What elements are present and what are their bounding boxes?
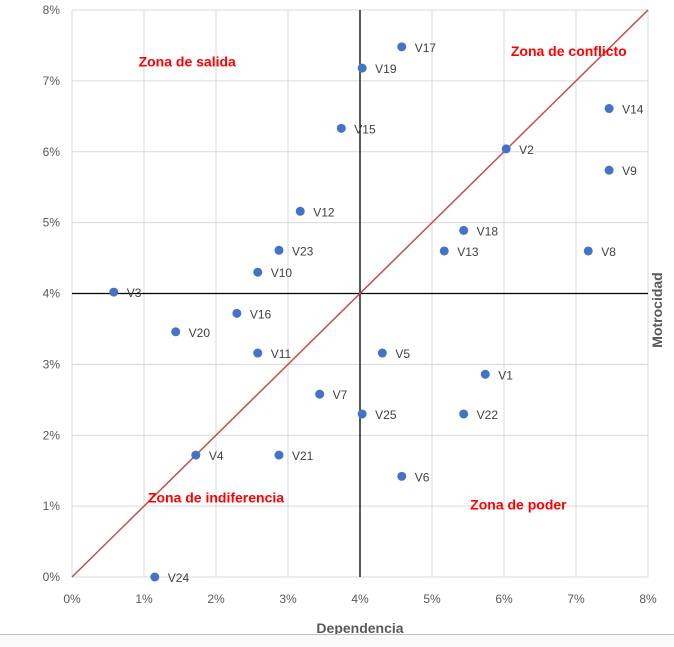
x-axis-title: Dependencia <box>316 620 403 636</box>
data-label: V13 <box>457 245 479 259</box>
x-tick-label: 3% <box>279 592 297 606</box>
x-tick-label: 0% <box>63 592 81 606</box>
data-point <box>501 144 511 154</box>
y-tick-label: 5% <box>43 216 61 230</box>
zone-labels: Zona de salida Zona de conflicto Zona de i… <box>139 43 627 513</box>
x-tick-label: 8% <box>639 592 657 606</box>
data-point <box>397 471 407 481</box>
data-point <box>171 327 181 337</box>
data-label: V21 <box>292 449 314 463</box>
data-label: V12 <box>313 205 335 219</box>
x-tick-label: 4% <box>351 592 369 606</box>
data-point <box>150 572 160 582</box>
reference-lines <box>71 9 649 578</box>
data-label: V6 <box>415 470 430 484</box>
data-label: V7 <box>333 388 348 402</box>
y-tick-label: 6% <box>43 145 61 159</box>
zone-label: Zona de conflicto <box>511 43 627 59</box>
y-tick-label: 8% <box>43 3 61 17</box>
data-label: V25 <box>375 408 397 422</box>
data-label: V14 <box>622 103 644 117</box>
data-point <box>604 104 614 114</box>
y-tick-label: 0% <box>43 570 61 584</box>
data-point <box>191 450 201 460</box>
zone-label: Zona de poder <box>470 497 567 513</box>
data-label: V18 <box>477 224 499 238</box>
x-tick-label: 5% <box>423 592 441 606</box>
data-label: V1 <box>498 368 513 382</box>
data-label: V5 <box>395 347 410 361</box>
zone-label: Zona de indiferencia <box>148 490 284 506</box>
y-axis-title: Motrocidad <box>649 272 665 347</box>
data-point <box>459 409 469 419</box>
data-label: V11 <box>271 347 292 361</box>
data-label: V22 <box>477 408 499 422</box>
data-point <box>377 348 387 358</box>
y-tick-label: 7% <box>43 74 61 88</box>
data-label: V16 <box>250 307 272 321</box>
data-point <box>397 42 407 52</box>
data-label: V24 <box>168 571 190 585</box>
data-point <box>274 450 284 460</box>
data-label: V9 <box>622 164 637 178</box>
x-tick-label: 7% <box>567 592 585 606</box>
data-point <box>253 348 263 358</box>
data-point <box>357 63 367 73</box>
data-label: V23 <box>292 244 314 258</box>
data-point <box>253 267 263 277</box>
data-label: V19 <box>375 62 397 76</box>
data-label: V17 <box>415 41 437 55</box>
data-point <box>295 206 305 216</box>
data-label: V15 <box>354 122 376 136</box>
data-point <box>604 165 614 175</box>
data-point <box>232 308 242 318</box>
data-label: V2 <box>519 143 534 157</box>
data-point <box>439 246 449 256</box>
bottom-strip <box>0 634 674 647</box>
x-tick-label: 1% <box>135 592 153 606</box>
data-point <box>480 369 490 379</box>
y-tick-label: 1% <box>43 499 61 513</box>
data-label: V20 <box>189 326 211 340</box>
x-tick-label: 2% <box>207 592 225 606</box>
y-tick-label: 3% <box>43 357 61 371</box>
data-point <box>109 287 119 297</box>
data-point <box>315 389 325 399</box>
zone-label: Zona de salida <box>139 54 236 70</box>
data-point <box>357 409 367 419</box>
data-point <box>583 246 593 256</box>
data-point <box>336 123 346 133</box>
data-point <box>274 245 284 255</box>
data-point <box>459 225 469 235</box>
data-points: V1 V2 V3 V4 V5 V6 V7 V8 V9 V10 V11 V12 V13 V14 V15 V16 V… <box>109 41 644 585</box>
x-tick-label: 6% <box>495 592 513 606</box>
y-tick-label: 4% <box>43 287 61 301</box>
y-tick-label: 2% <box>43 428 61 442</box>
data-label: V3 <box>127 286 142 300</box>
data-label: V10 <box>271 266 293 280</box>
tick-labels: 0% 1% 2% 3% 4% 5% 6% 7% 8% 0% 1% 2% 3% 4% 5% 6% 7% 8% <box>43 3 657 606</box>
data-label: V4 <box>209 449 224 463</box>
diagonal-line <box>71 9 649 578</box>
data-label: V8 <box>601 245 616 259</box>
